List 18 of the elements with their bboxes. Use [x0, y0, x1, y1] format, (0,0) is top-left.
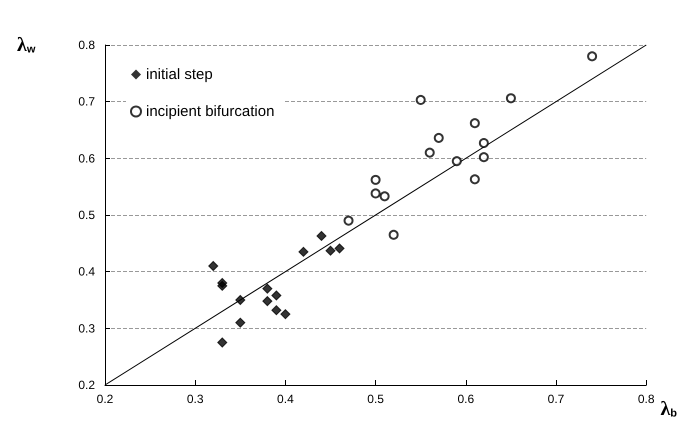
y-tick-label: 0.5: [78, 208, 96, 222]
x-tick-label: 0.7: [548, 392, 565, 406]
x-tick-label: 0.4: [277, 392, 294, 406]
y-tick-label: 0.8: [78, 38, 96, 52]
x-tick-label: 0.3: [186, 392, 204, 406]
x-tick-label: 0.8: [638, 392, 655, 406]
y-tick-label: 0.3: [78, 321, 96, 336]
y-tick-label: 0.6: [78, 151, 96, 166]
legend-label: initial step: [146, 66, 213, 83]
x-tick-label: 0.2: [96, 392, 114, 406]
y-tick-label: 0.7: [78, 94, 96, 109]
y-tick-label: 0.2: [78, 378, 96, 392]
y-axis-title: λw: [17, 34, 36, 56]
y-tick-label: 0.4: [78, 264, 96, 279]
x-axis-title: λb: [660, 398, 678, 420]
legend-label: incipient bifurcation: [146, 103, 274, 120]
x-tick-label: 0.6: [457, 392, 474, 406]
x-tick-label: 0.5: [367, 392, 384, 406]
